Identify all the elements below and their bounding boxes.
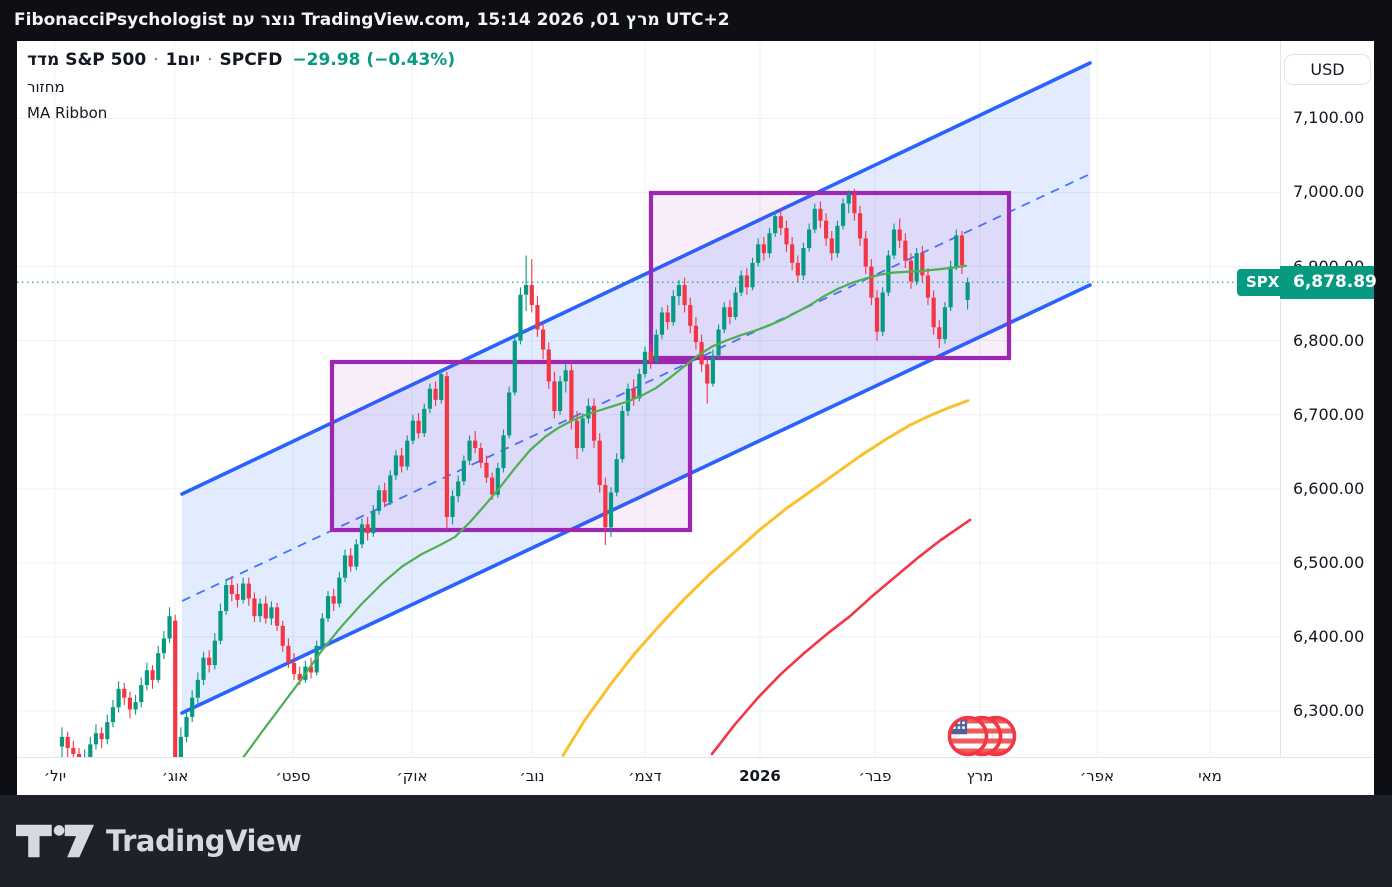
time-axis-label: דצמ׳ <box>628 767 662 785</box>
chart-pane: מדד S&P 500 · יום1 · SPCFD −29.98 (−0.43%) מח… <box>17 41 1377 795</box>
time-axis-label: אפר׳ <box>1079 767 1115 785</box>
symbol-legend-row[interactable]: מדד S&P 500 · יום1 · SPCFD −29.98 (−0.43%) <box>27 47 455 74</box>
legend-separator: · <box>207 50 213 70</box>
symbol-exchange: SPCFD <box>219 50 283 70</box>
time-axis-label: אוג׳ <box>161 767 189 785</box>
price-axis-label: 7,100.00 <box>1293 108 1365 128</box>
currency-button[interactable]: USD <box>1284 54 1371 85</box>
spx-price-line-symbol-chip: SPX <box>1237 269 1289 296</box>
candlestick-series <box>59 188 970 757</box>
symbol-change: −29.98 (−0.43%) <box>292 50 456 70</box>
attribution-bar: FibonacciPsychologist נוצר עם TradingVie… <box>0 0 1392 41</box>
tradingview-wordmark: TradingView <box>106 824 302 858</box>
legend-separator: · <box>153 50 159 70</box>
symbol-title: מדד S&P 500 <box>27 50 147 70</box>
grid-lines <box>17 41 1280 757</box>
chart-canvas[interactable] <box>17 41 1280 757</box>
time-axis-label: ספט׳ <box>275 767 311 785</box>
price-axis-label: 6,400.00 <box>1293 626 1365 646</box>
indicator-legend-ma-ribbon[interactable]: MA Ribbon <box>27 104 108 122</box>
time-axis-label: אוק׳ <box>396 767 428 785</box>
spx-price-value-chip: 6,878.89 <box>1280 266 1377 299</box>
symbol-interval: יום1 <box>165 50 201 70</box>
ma-yellow-line <box>561 399 970 757</box>
tradingview-logo-icon <box>16 824 94 858</box>
tradingview-logo[interactable]: TradingView <box>16 820 302 862</box>
attribution-text: FibonacciPsychologist נוצר עם TradingVie… <box>14 10 730 30</box>
time-axis-label: נוב׳ <box>519 767 545 785</box>
time-axis-label: יול׳ <box>43 767 67 785</box>
time-axis-label: מרץ <box>966 767 994 785</box>
ma-green-line <box>242 264 968 757</box>
footer-bar: TradingView <box>0 795 1392 887</box>
price-axis-label: 6,600.00 <box>1293 478 1365 498</box>
us-flag-event-icons <box>947 715 1017 757</box>
price-axis[interactable]: USD 7,100.007,000.006,900.006,800.006,70… <box>1280 41 1374 757</box>
ma-red-line <box>710 518 972 756</box>
time-axis-label: פבר׳ <box>858 767 892 785</box>
time-axis-label: מאי <box>1198 767 1222 785</box>
time-axis-label: 2026 <box>739 767 781 785</box>
price-axis-label: 6,800.00 <box>1293 330 1365 350</box>
time-axis[interactable]: יול׳ אוג׳ ספט׳ אוק׳ נוב׳ דצמ׳ 2026 פבר׳ מרץ אפר׳ מ… <box>17 757 1374 795</box>
price-axis-label: 6,500.00 <box>1293 552 1365 572</box>
chart-legend: מדד S&P 500 · יום1 · SPCFD −29.98 (−0.43%) מח… <box>27 47 455 126</box>
price-axis-label: 7,000.00 <box>1293 182 1365 202</box>
price-axis-label: 6,300.00 <box>1293 701 1365 720</box>
price-axis-label: 6,700.00 <box>1293 404 1365 424</box>
indicator-legend-volume[interactable]: מחזור <box>27 78 65 96</box>
